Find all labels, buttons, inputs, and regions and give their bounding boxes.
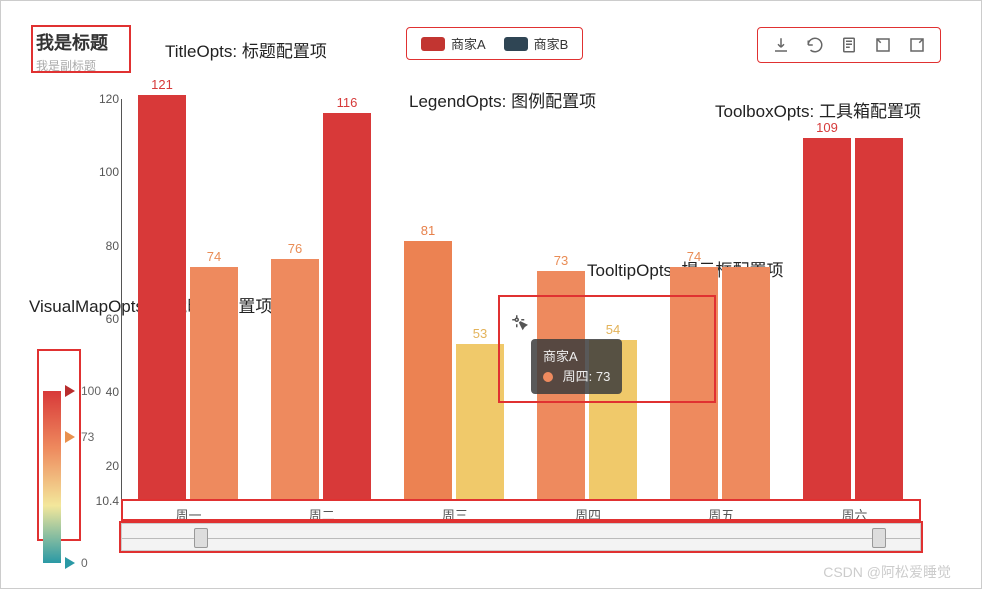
- vmap-label-bot: 0: [81, 556, 88, 570]
- bar-label-b-0: 74: [190, 249, 238, 264]
- bar-label-b-1: 116: [323, 95, 371, 110]
- bar-a-5[interactable]: 109: [803, 138, 851, 500]
- vmap-arrow-mid: [65, 431, 75, 443]
- bar-group-2: 81 53: [404, 241, 504, 500]
- bar-label-a-0: 121: [138, 77, 186, 92]
- bar-label-b-2: 53: [456, 326, 504, 341]
- xaxis-redbox: [121, 499, 921, 521]
- download-icon[interactable]: [772, 36, 790, 54]
- visualmap[interactable]: 100 73 0: [43, 391, 69, 563]
- tooltip-dot-icon: [543, 372, 553, 382]
- footer-watermark: CSDN @阿松爱睡觉: [823, 562, 951, 582]
- bar-label-a-4: 74: [670, 249, 718, 264]
- bar-b-4[interactable]: 74: [722, 267, 770, 500]
- datazoom-redbox: [119, 521, 923, 553]
- vmap-label-mid: 73: [81, 430, 94, 444]
- ytick-60: 60: [106, 312, 119, 326]
- chart-container: 我是标题 我是副标题 商家A 商家B TitleOpts: 标题配置项 Lege…: [0, 0, 982, 589]
- ytick-80: 80: [106, 239, 119, 253]
- cursor-icon: [510, 313, 528, 331]
- ytick-100: 100: [99, 165, 119, 179]
- tooltip-value: 73: [596, 369, 610, 384]
- legend-swatch-a: [421, 37, 445, 51]
- legend-item-b[interactable]: 商家B: [504, 34, 569, 53]
- legend: 商家A 商家B: [406, 27, 583, 60]
- bar-group-5: 109 109: [803, 138, 903, 500]
- vmap-arrow-bot: [65, 557, 75, 569]
- bar-label-a-2: 81: [404, 223, 452, 238]
- zoom-icon[interactable]: [874, 36, 892, 54]
- bar-group-0: 121 74: [138, 95, 238, 500]
- bar-b-1[interactable]: 116: [323, 113, 371, 500]
- ytick-10: 10.4: [96, 494, 119, 508]
- tooltip-key: 周四: [563, 369, 589, 384]
- bar-a-1[interactable]: 76: [271, 259, 319, 500]
- bar-a-0[interactable]: 121: [138, 95, 186, 500]
- bar-b-0[interactable]: 74: [190, 267, 238, 500]
- legend-swatch-b: [504, 37, 528, 51]
- tooltip-series: 商家A: [543, 347, 610, 367]
- vmap-label-top: 100: [81, 384, 101, 398]
- title-redbox: [31, 25, 131, 73]
- dataview-icon[interactable]: [840, 36, 858, 54]
- ytick-40: 40: [106, 385, 119, 399]
- legend-item-a[interactable]: 商家A: [421, 34, 486, 53]
- bar-a-2[interactable]: 81: [404, 241, 452, 500]
- ann-titleopts: TitleOpts: 标题配置项: [165, 37, 327, 62]
- visualmap-bar: [43, 391, 61, 563]
- legend-label-b: 商家B: [534, 34, 569, 53]
- bar-b-5[interactable]: 109: [855, 138, 903, 500]
- tooltip-row: 周四: 73: [543, 367, 610, 387]
- bar-label-a-3: 73: [537, 253, 585, 268]
- tooltip: 商家A 周四: 73: [531, 339, 622, 394]
- refresh-icon[interactable]: [806, 36, 824, 54]
- legend-label-a: 商家A: [451, 34, 486, 53]
- bar-label-a-5: 109: [803, 120, 851, 135]
- bar-label-a-1: 76: [271, 241, 319, 256]
- bar-group-1: 76 116: [271, 113, 371, 500]
- ytick-20: 20: [106, 459, 119, 473]
- toolbox: [757, 27, 941, 63]
- restore-icon[interactable]: [908, 36, 926, 54]
- bar-b-2[interactable]: 53: [456, 344, 504, 500]
- vmap-arrow-top: [65, 385, 75, 397]
- ytick-120: 120: [99, 92, 119, 106]
